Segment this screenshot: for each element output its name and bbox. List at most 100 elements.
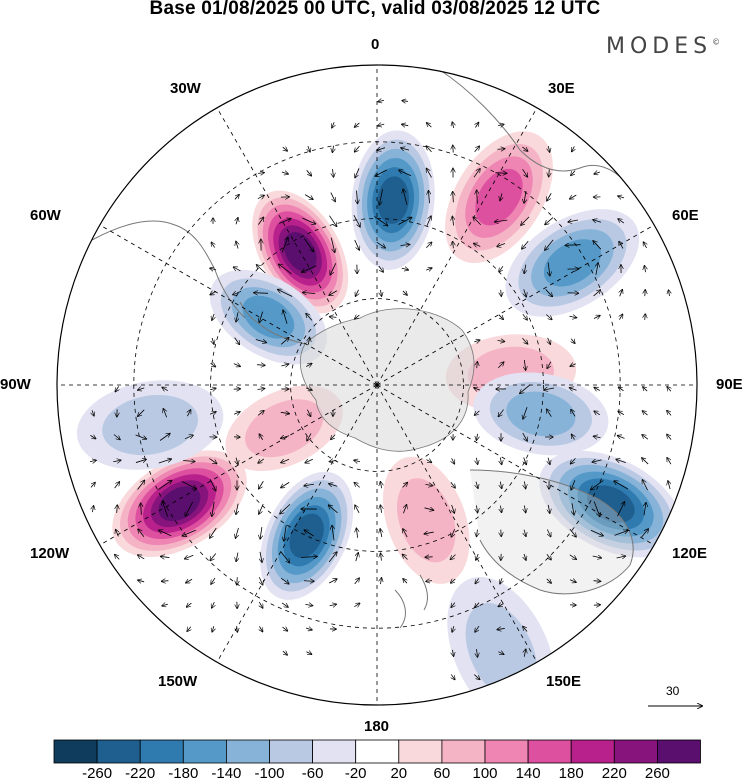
wind-vector xyxy=(233,364,240,367)
wind-vector xyxy=(592,556,602,558)
wind-vector xyxy=(306,363,311,366)
label-60w: 60W xyxy=(30,207,61,224)
wind-vector xyxy=(524,289,526,296)
meridian-line xyxy=(376,384,538,663)
wind-vector xyxy=(304,581,314,582)
wind-vector xyxy=(644,503,646,516)
colorbar-tick-label: -260 xyxy=(82,765,113,782)
wind-vector xyxy=(210,553,217,560)
wind-vector xyxy=(237,625,238,632)
wind-vector xyxy=(257,173,264,174)
wind-vector xyxy=(452,504,455,513)
wind-vector xyxy=(669,290,670,296)
wind-vector xyxy=(185,501,194,516)
wind-vector xyxy=(113,460,121,461)
latitude-circle xyxy=(210,218,544,552)
wind-vector xyxy=(259,481,264,489)
wind-vector xyxy=(90,435,95,438)
wind-vector xyxy=(497,243,506,246)
colorbar-tick-label: 220 xyxy=(601,765,627,782)
wind-vector xyxy=(162,604,169,606)
wind-vector xyxy=(259,601,262,608)
wind-vector xyxy=(302,265,317,273)
wind-vector xyxy=(305,604,312,605)
wind-vector xyxy=(308,145,310,152)
wind-vector xyxy=(158,480,171,490)
wind-vector xyxy=(115,555,120,560)
wind-vector xyxy=(187,626,191,631)
wind-vector xyxy=(400,245,409,246)
wind-vector xyxy=(570,388,577,390)
anomaly-A12 xyxy=(383,456,470,584)
wind-vector xyxy=(89,460,96,461)
wind-vector xyxy=(302,217,315,224)
new-zealand-coast xyxy=(394,574,428,629)
wind-vector xyxy=(234,337,240,345)
wind-vector xyxy=(498,124,504,125)
wind-vector xyxy=(329,215,336,227)
wind-vector xyxy=(476,457,477,464)
map-title: Base 01/08/2025 00 UTC, valid 03/08/2025… xyxy=(149,0,601,19)
wind-vector xyxy=(596,263,598,276)
colorbar-swatch xyxy=(269,739,313,764)
wind-vector xyxy=(593,581,601,582)
label-120e: 120E xyxy=(672,545,708,562)
wind-vector xyxy=(593,290,601,297)
wind-vector xyxy=(306,652,311,655)
wind-vector xyxy=(331,434,336,440)
wind-vector xyxy=(476,433,477,440)
wind-vector xyxy=(572,503,574,514)
wind-vector xyxy=(138,529,145,538)
colorbar-swatch xyxy=(53,739,98,764)
wind-vector xyxy=(403,529,408,538)
wind-vector xyxy=(453,192,454,203)
wind-vector xyxy=(522,168,528,177)
wind-vector xyxy=(209,412,216,415)
wind-vector xyxy=(452,458,455,464)
wind-vector xyxy=(645,314,646,320)
wind-vector xyxy=(212,501,214,516)
wind-vector xyxy=(380,578,381,585)
colorbar-swatch xyxy=(182,739,227,764)
wind-vector xyxy=(210,291,217,294)
wind-vector xyxy=(399,170,412,177)
anomaly-contour xyxy=(158,486,201,522)
colorbar-swatch xyxy=(139,739,184,764)
wind-vector xyxy=(355,505,360,514)
wind-vector xyxy=(162,501,168,517)
wind-vector xyxy=(402,124,409,125)
wind-vector xyxy=(183,460,195,461)
wind-vector xyxy=(548,504,550,513)
south-america-coast xyxy=(91,220,246,319)
wind-vector xyxy=(498,603,504,606)
wind-vector xyxy=(545,289,553,296)
wind-vector xyxy=(474,244,481,247)
wind-vector xyxy=(403,505,406,514)
wind-vector xyxy=(476,481,478,489)
colorbar-tick-label: -220 xyxy=(125,765,156,782)
wind-vector xyxy=(354,239,360,250)
wind-vector xyxy=(571,410,576,417)
wind-vector xyxy=(380,505,381,513)
wind-vector xyxy=(570,195,577,199)
wind-vector xyxy=(500,481,501,489)
wind-vector xyxy=(424,508,434,510)
wind-vector xyxy=(545,314,551,320)
wind-vector xyxy=(332,526,334,541)
wind-vector xyxy=(565,245,581,246)
wind-vector xyxy=(259,311,264,323)
wind-vector xyxy=(642,435,649,440)
wind-vector xyxy=(210,363,216,366)
wind-vector xyxy=(616,556,626,558)
wind-vector xyxy=(616,459,626,463)
wind-vector xyxy=(159,530,172,537)
wind-vector xyxy=(450,554,456,560)
colorbar-swatch xyxy=(657,739,701,764)
wind-vector xyxy=(618,219,625,224)
wind-vector xyxy=(355,289,358,296)
wind-vector xyxy=(283,310,288,324)
wind-vector xyxy=(210,268,217,270)
colorbar-tick-label: -20 xyxy=(344,765,367,782)
wind-vector xyxy=(401,148,410,150)
wind-vector xyxy=(381,553,382,561)
